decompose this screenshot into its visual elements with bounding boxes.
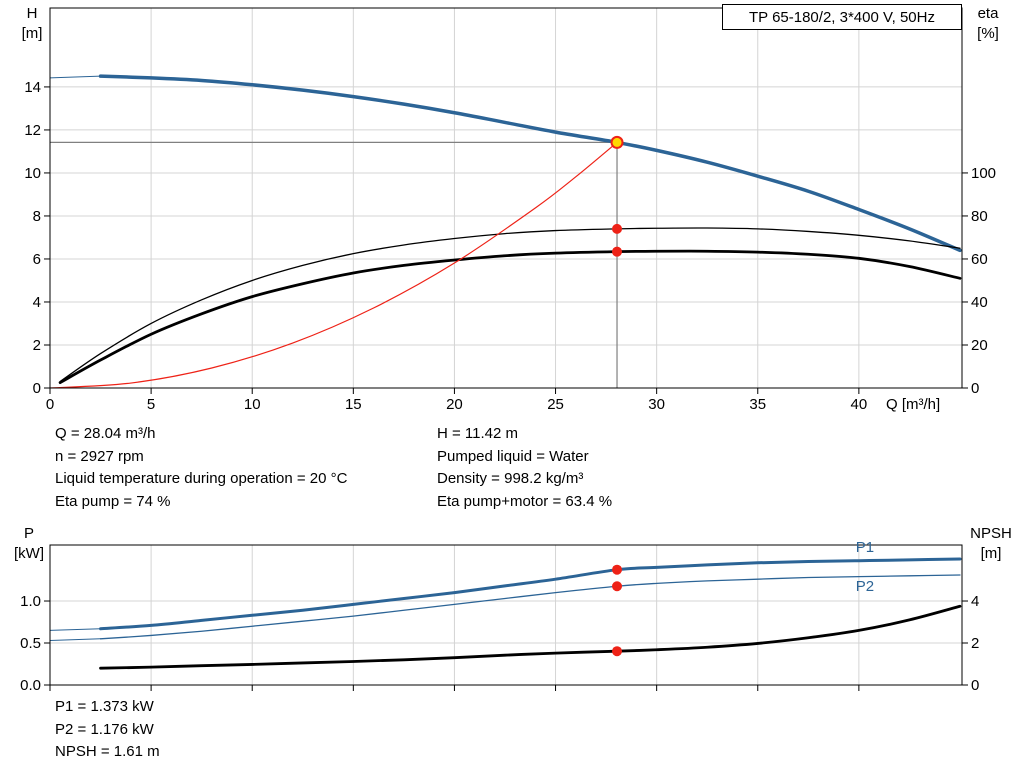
x-tick-label: 35 — [749, 396, 766, 413]
h-axis-title-symbol: H — [26, 5, 38, 22]
y-tick-label: 6 — [33, 251, 41, 268]
y2-tick-label: 60 — [971, 251, 988, 268]
operating-point-info-left: Q = 28.04 m³/h n = 2927 rpm Liquid tempe… — [55, 423, 347, 513]
npsh-axis-title-symbol: NPSH — [970, 525, 1012, 542]
eta-axis-title-symbol: eta — [977, 5, 999, 22]
qh-eta-chart: 0 5 10 15 20 25 30 35 40 0 2 4 6 8 10 12 14 0 20 40 60 80 100 — [24, 7, 996, 413]
eta-pump-point — [612, 223, 623, 234]
p1-point — [612, 564, 623, 575]
info-line-head: H = 11.42 m — [437, 425, 519, 442]
x-tick-label: 40 — [851, 396, 868, 413]
y2-tick-label: 0 — [971, 380, 979, 397]
p2-point — [612, 581, 623, 592]
series-p1-min-flow — [49, 628, 102, 631]
y-tick-label: 0 — [33, 380, 41, 397]
curve-label-p2: P2 — [856, 578, 874, 595]
y2-tick-label: 4 — [971, 593, 979, 610]
x-tick-label: 20 — [446, 396, 463, 413]
y2-tick-label: 2 — [971, 635, 979, 652]
series-eta-pump-motor — [58, 249, 962, 385]
y-tick-label: 4 — [33, 294, 41, 311]
p-axis-title-symbol: P — [23, 525, 34, 542]
y-tick-label: 14 — [24, 79, 41, 96]
x-tick-label: 10 — [244, 396, 261, 413]
series-eta-pump — [59, 227, 961, 383]
eta-pump-motor-point — [612, 246, 623, 257]
p-axis-title-unit: [kW] — [14, 545, 44, 562]
info-line-temperature: Liquid temperature during operation = 20… — [55, 470, 348, 487]
p-axis-title: P [kW] — [6, 524, 52, 564]
y2-tick-label: 20 — [971, 337, 988, 354]
y2-tick-label: 80 — [971, 208, 988, 225]
series-npsh-curve — [99, 604, 962, 670]
eta-axis-title-unit: [%] — [977, 25, 999, 42]
eta-axis-title: eta [%] — [966, 4, 1010, 44]
x-tick-label: 5 — [147, 396, 155, 413]
y-tick-label: 12 — [24, 122, 41, 139]
info-line-npsh: NPSH = 1.61 m — [55, 743, 160, 760]
y-tick-label: 0.0 — [20, 677, 41, 694]
series-system-curve — [49, 141, 618, 389]
h-axis-title: H [m] — [12, 4, 52, 44]
y2-tick-label: 100 — [971, 165, 996, 182]
h-axis-title-unit: [m] — [21, 25, 43, 42]
info-line-density: Density = 998.2 kg/m³ — [437, 470, 584, 487]
series-p2-curve — [99, 574, 961, 640]
info-line-eta-pump: Eta pump = 74 % — [55, 492, 171, 510]
y2-tick-label: 0 — [971, 677, 979, 694]
y-tick-label: 10 — [24, 165, 41, 182]
q-axis-title: Q [m³/h] — [886, 396, 941, 413]
info-line-eta-pump-motor: Eta pump+motor = 63.4 % — [437, 492, 613, 510]
y2-tick-label: 40 — [971, 294, 988, 311]
x-tick-label: 15 — [345, 396, 362, 413]
chart-frame — [49, 7, 963, 389]
info-line-liquid: Pumped liquid = Water — [437, 447, 589, 465]
curve-label-p1: P1 — [856, 539, 874, 556]
series-qh-curve — [98, 74, 962, 253]
y-tick-label: 1.0 — [20, 593, 41, 610]
y-tick-label: 2 — [33, 337, 41, 354]
y-tick-label: 0.5 — [20, 635, 41, 652]
duty-point — [610, 135, 624, 149]
x-tick-label: 0 — [46, 396, 54, 413]
chart-frame — [49, 544, 963, 686]
x-tick-label: 30 — [648, 396, 665, 413]
power-npsh-chart: 0.0 0.5 1.0 0 2 4 P1 P2 — [20, 539, 979, 694]
pump-title-box: TP 65-180/2, 3*400 V, 50Hz — [722, 4, 962, 30]
x-tick-label: 25 — [547, 396, 564, 413]
series-p1-curve — [99, 557, 962, 631]
info-line-speed: n = 2927 rpm — [55, 447, 144, 465]
series-qh-min-flow — [49, 75, 102, 79]
npsh-point — [612, 646, 623, 657]
series-p2-min-flow — [49, 638, 102, 641]
info-line-q: Q = 28.04 m³/h — [55, 425, 156, 442]
operating-point-info-right: H = 11.42 m Pumped liquid = Water Densit… — [437, 423, 612, 513]
y-tick-label: 8 — [33, 208, 41, 225]
info-line-p2: P2 = 1.176 kW — [55, 720, 154, 738]
npsh-axis-title-unit: [m] — [980, 545, 1002, 562]
info-line-p1: P1 = 1.373 kW — [55, 698, 154, 715]
npsh-axis-title: NPSH [m] — [962, 524, 1020, 564]
power-npsh-info: P1 = 1.373 kW P2 = 1.176 kW NPSH = 1.61 … — [55, 696, 160, 764]
